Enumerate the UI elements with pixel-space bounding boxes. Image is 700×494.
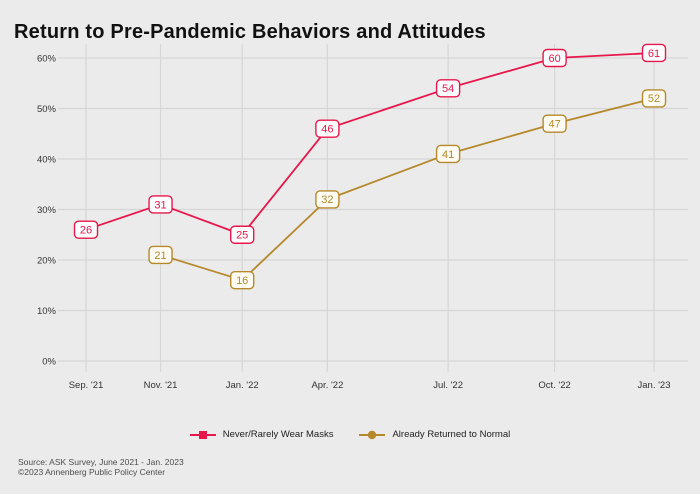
x-tick-label: Jul. '22 [433,380,463,391]
data-label: 16 [236,275,248,287]
legend-marker-circle-icon [359,430,386,439]
source-line: Source: ASK Survey, June 2021 - Jan. 202… [18,457,184,467]
source-note: Source: ASK Survey, June 2021 - Jan. 202… [18,457,184,477]
data-label: 47 [548,118,560,130]
data-label-badge [641,43,667,63]
data-label-badge [435,79,461,98]
y-tick-label: 0% [42,357,56,368]
y-tick-label: 20% [37,256,57,267]
page-title: Return to Pre-Pandemic Behaviors and Att… [14,21,486,44]
chart-canvas: 0% 10% 20% 30% 40% 50% 60% Sep. '21 Nov. '21 Jan.… [37,43,688,391]
data-label-badge [542,114,567,133]
data-label: 52 [648,93,660,105]
x-tick-label: Nov. '21 [144,380,178,391]
legend-label: Never/Rarely Wear Masks [222,429,334,440]
x-tick-label: Jan. '22 [226,380,259,391]
y-tick-label: 50% [37,104,57,115]
y-tick-label: 60% [37,54,57,65]
data-label-badge [315,190,340,209]
x-tick-label: Sep. '21 [69,380,104,391]
data-label: 25 [236,230,248,242]
data-label: 60 [548,53,560,65]
data-label-badge [148,195,173,214]
x-tick-label: Oct. '22 [538,380,570,391]
data-label-badge [641,89,667,108]
legend-item-normal: Already Returned to Normal [359,429,510,440]
data-label: 61 [648,48,660,60]
data-label-badge [435,144,461,164]
data-label-badge [315,119,340,138]
data-label-badge [229,271,255,290]
line-chart: 0% 10% 20% 30% 40% 50% 60% Sep. '21 Nov. '21 Jan.… [37,43,688,391]
legend-item-masks: Never/Rarely Wear Masks [189,429,334,440]
series-line [160,97,655,282]
data-label: 26 [80,225,92,237]
data-label-badge [542,48,567,68]
data-label: 46 [321,124,333,136]
data-label-badge [148,245,173,265]
data-label-badge [73,220,99,239]
data-label: 31 [154,199,166,211]
data-label: 32 [321,194,333,206]
data-label: 41 [442,149,454,161]
data-label: 21 [154,250,166,262]
data-label: 54 [442,83,454,95]
chart-legend: Never/Rarely Wear Masks Already Returned… [0,429,700,440]
legend-label: Already Returned to Normal [392,429,511,440]
y-tick-label: 30% [37,205,57,216]
legend-marker-square-icon [189,430,216,439]
data-label-badge [229,225,255,244]
x-tick-label: Jan. '23 [638,380,671,391]
x-tick-label: Apr. '22 [311,380,343,391]
y-tick-label: 10% [37,306,57,317]
copyright-line: ©2023 Annenberg Public Policy Center [18,467,166,477]
y-tick-label: 40% [37,155,57,166]
